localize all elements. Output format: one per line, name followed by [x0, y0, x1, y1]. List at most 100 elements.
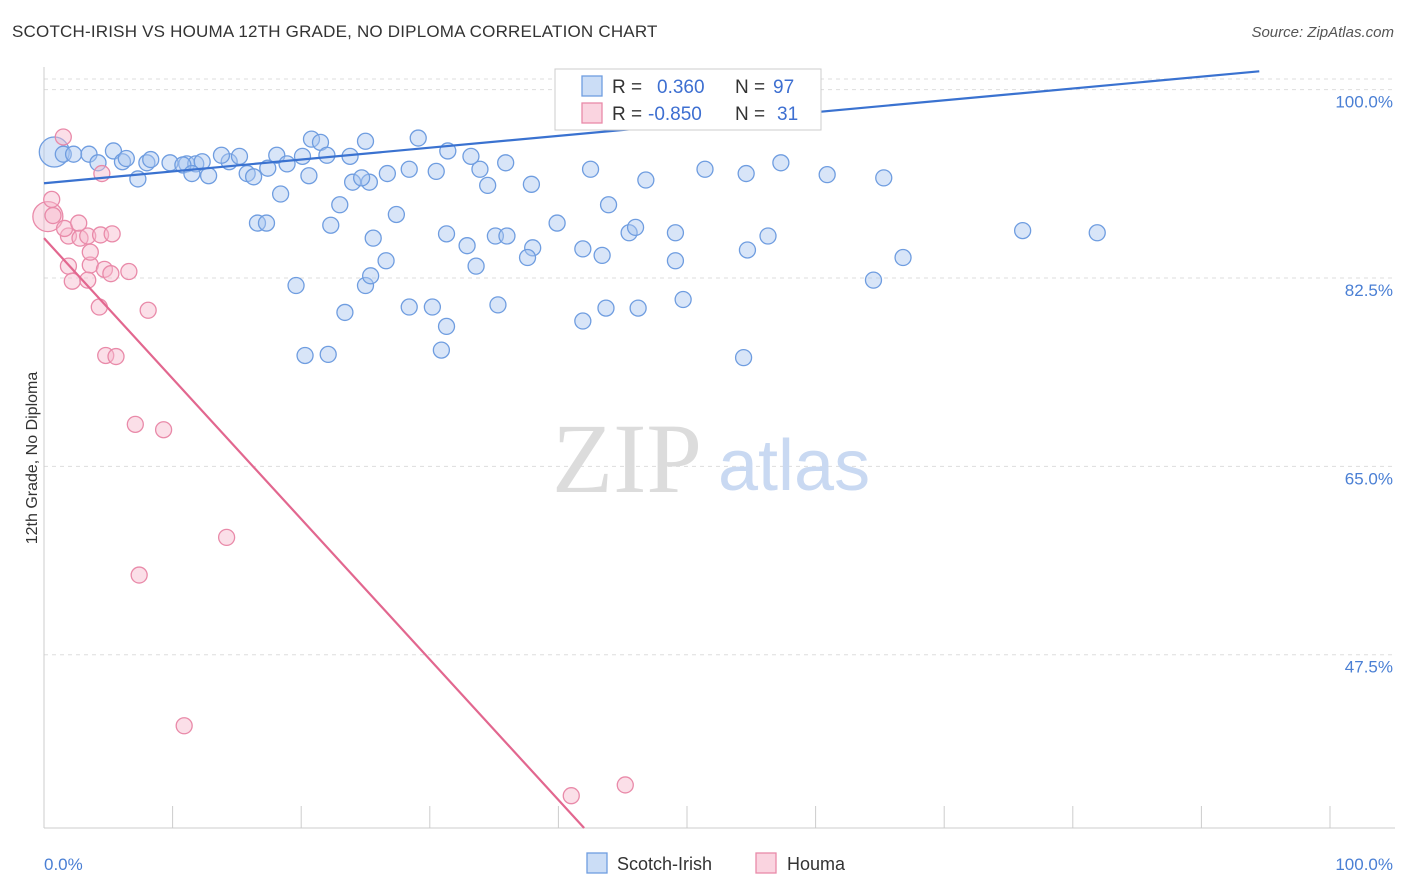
stats-blue-swatch — [581, 75, 603, 97]
houma-point — [154, 421, 173, 439]
stats-box: R = 0.360 N = 97 R = -0.850 N = 31 — [554, 68, 822, 131]
scotch-irish-point — [581, 160, 600, 178]
scotch-irish-point — [597, 299, 615, 317]
scotch-irish-point — [759, 227, 777, 245]
scotch-irish-point — [458, 237, 476, 255]
legend-swatch-houma — [755, 852, 777, 874]
scotch-irish-point — [626, 218, 645, 237]
stats-blue-r-label: R = — [612, 77, 642, 98]
scotch-irish-point — [199, 167, 218, 185]
stats-pink-n-label: N = — [735, 104, 765, 125]
scotch-irish-point — [212, 146, 231, 164]
houma-point — [175, 717, 193, 735]
stats-pink-swatch — [581, 102, 603, 124]
scotch-irish-point — [248, 214, 267, 232]
legend: Scotch-Irish Houma — [586, 852, 846, 874]
scotch-irish-point — [637, 171, 655, 189]
y-axis-title: 12th Grade, No Diploma — [24, 372, 41, 545]
scotch-irish-point — [271, 185, 290, 203]
scotch-irish-point — [518, 248, 537, 267]
scotch-irish-point — [356, 276, 375, 295]
scotch-irish-point — [361, 267, 380, 285]
scotch-irish-point — [479, 176, 497, 195]
y-tick-label: 100.0% — [1335, 93, 1393, 112]
houma-point — [139, 301, 157, 319]
scotch-irish-point — [377, 252, 395, 270]
houma-point — [70, 214, 88, 232]
houma-point — [43, 190, 61, 209]
y-tick-label: 82.5% — [1345, 281, 1393, 300]
houma-point — [32, 200, 64, 233]
stats-pink-r-label: R = — [612, 104, 642, 125]
scotch-irish-point — [230, 147, 249, 165]
scotch-irish-point — [772, 154, 790, 172]
scotch-irish-point — [738, 241, 757, 259]
scotch-irish-point — [737, 164, 755, 183]
y-tick-label: 47.5% — [1345, 658, 1393, 677]
scotch-irish-point — [734, 348, 753, 367]
houma-point — [126, 415, 144, 434]
legend-label-houma: Houma — [787, 854, 846, 874]
scotch-irish-point — [364, 229, 382, 247]
scotch-irish-point — [244, 168, 263, 186]
scotch-irish-point — [423, 298, 442, 316]
y-tick-label: 65.0% — [1345, 469, 1393, 488]
scotch-irish-point — [336, 303, 354, 322]
stats-blue-n-value: 97 — [773, 77, 794, 98]
scotch-irish-point — [80, 145, 98, 163]
legend-swatch-scotch-irish — [586, 852, 608, 874]
scotch-irish-point — [574, 312, 592, 330]
houma-point — [90, 298, 108, 316]
scotch-irish-point — [400, 298, 418, 316]
scotch-irish-point — [875, 169, 893, 187]
scotch-irish-point — [400, 160, 418, 178]
scotch-irish-point — [467, 257, 485, 275]
scotch-irish-point — [471, 160, 489, 178]
scotch-irish-point — [183, 164, 201, 183]
houma-point — [562, 787, 580, 805]
houma-trendline — [43, 237, 585, 829]
legend-label-scotch-irish: Scotch-Irish — [617, 854, 712, 874]
stats-blue-n-label: N = — [735, 77, 765, 98]
houma-point — [54, 128, 72, 146]
data-points — [32, 128, 1106, 805]
scotch-irish-point — [489, 296, 507, 314]
stats-pink-r-value: -0.850 — [648, 104, 702, 125]
scotch-irish-point — [462, 147, 480, 165]
scotch-irish-point — [522, 175, 541, 193]
scotch-irish-point — [257, 214, 276, 232]
scotch-irish-point — [64, 145, 83, 163]
stats-pink-n-value: 31 — [777, 104, 798, 125]
scotch-irish-point — [497, 154, 515, 172]
scotch-irish-point — [864, 271, 883, 289]
scotch-irish-point — [174, 156, 192, 174]
scotch-irish-point — [89, 154, 107, 172]
houma-point — [44, 206, 62, 225]
houma-point — [103, 225, 121, 243]
scotch-irish-point — [293, 147, 312, 165]
scotch-irish-point — [259, 159, 277, 177]
scotch-irish-point — [437, 317, 456, 336]
scotch-irish-point — [331, 196, 349, 214]
chart-title: SCOTCH-IRISH VS HOUMA 12TH GRADE, NO DIP… — [12, 22, 658, 41]
scotch-irish-point — [894, 248, 912, 267]
scotch-irish-point — [524, 239, 542, 257]
scotch-irish-point — [666, 252, 685, 270]
chart-source: Source: ZipAtlas.com — [1251, 24, 1394, 41]
scotch-irish-point — [696, 160, 714, 178]
scotch-irish-point — [437, 225, 456, 243]
houma-point — [63, 272, 81, 290]
scotch-irish-point — [302, 130, 321, 148]
scotch-irish-point — [142, 150, 160, 169]
houma-point — [130, 566, 148, 584]
scotch-irish-point — [296, 346, 314, 365]
scotch-irish-point — [593, 246, 611, 265]
scotch-irish-point — [432, 341, 451, 359]
scotch-irish-point — [343, 173, 362, 191]
scotch-irish-point — [674, 290, 692, 309]
scotch-irish-point — [352, 169, 371, 187]
scotch-irish-point — [387, 205, 406, 224]
scotch-irish-point — [599, 196, 618, 214]
houma-point — [120, 262, 138, 281]
